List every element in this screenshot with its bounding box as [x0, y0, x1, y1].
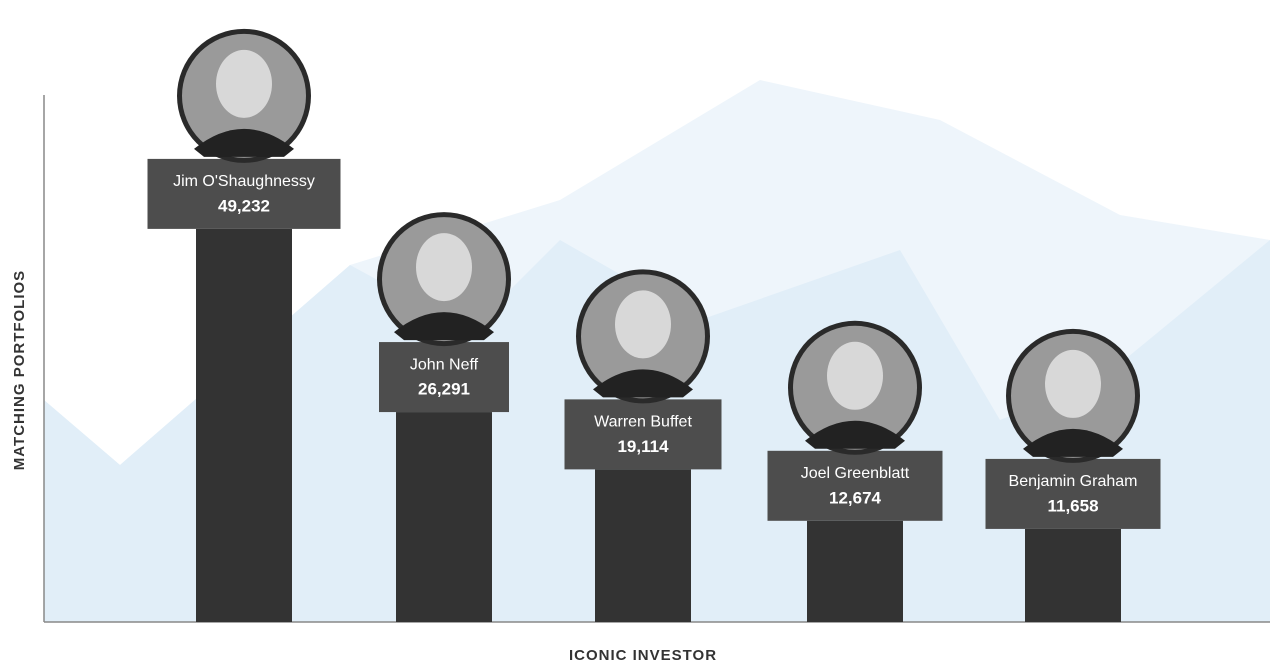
value-label: 26,291 [418, 380, 470, 399]
portrait-face [216, 49, 272, 118]
bar [1025, 528, 1121, 622]
bar [595, 469, 691, 622]
investor-name: John Neff [410, 356, 479, 373]
portrait-face [1045, 349, 1101, 418]
value-label: 12,674 [829, 488, 882, 507]
label-box [564, 399, 722, 470]
value-label: 19,114 [617, 437, 669, 456]
label-box [379, 342, 509, 413]
portrait-face [827, 341, 883, 410]
portrait-body [593, 369, 693, 398]
value-label: 11,658 [1047, 496, 1098, 515]
x-axis-label: ICONIC INVESTOR [569, 647, 717, 664]
investor-name: Joel Greenblatt [801, 465, 910, 482]
value-label: 49,232 [218, 196, 270, 215]
portrait-body [394, 312, 494, 341]
portrait-face [416, 233, 472, 302]
portrait-body [1023, 428, 1123, 457]
portrait-body [805, 420, 905, 449]
portrait-body [194, 128, 294, 157]
label-box [985, 458, 1161, 529]
y-axis-label: MATCHING PORTFOLIOS [11, 270, 28, 470]
bar [807, 520, 903, 622]
bar [196, 228, 292, 622]
label-box [767, 450, 943, 521]
bar [396, 412, 492, 622]
investor-name: Jim O'Shaughnessy [173, 173, 315, 190]
investor-name: Warren Buffet [594, 414, 692, 431]
investor-name: Benjamin Graham [1009, 473, 1138, 490]
label-box [147, 158, 341, 229]
portrait-face [615, 290, 671, 359]
